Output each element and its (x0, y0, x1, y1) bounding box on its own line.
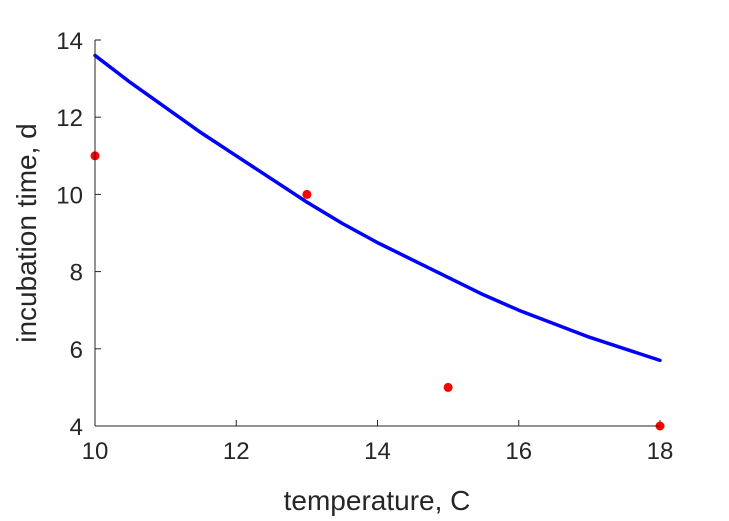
data-point (302, 189, 312, 199)
y-tick-label: 14 (56, 28, 83, 55)
y-tick-label: 12 (56, 105, 83, 132)
y-ticks: 4 6 8 10 12 14 (56, 28, 101, 441)
x-tick-label: 10 (82, 438, 109, 465)
y-tick-label: 10 (56, 182, 83, 209)
x-tick-label: 14 (364, 438, 391, 465)
y-tick-label: 8 (70, 260, 83, 287)
y-tick-label: 6 (70, 337, 83, 364)
x-ticks: 10 12 14 16 18 (82, 420, 674, 465)
plot-area (95, 40, 660, 426)
y-axis-label: incubation time, d (11, 123, 42, 342)
x-tick-label: 18 (647, 438, 674, 465)
y-tick-label: 4 (70, 414, 83, 441)
x-tick-label: 16 (505, 438, 532, 465)
series-layer (90, 53, 665, 431)
x-axis-label: temperature, C (284, 485, 471, 516)
x-tick-label: 12 (223, 438, 250, 465)
data-point (443, 382, 453, 392)
fit-curve (93, 53, 662, 363)
